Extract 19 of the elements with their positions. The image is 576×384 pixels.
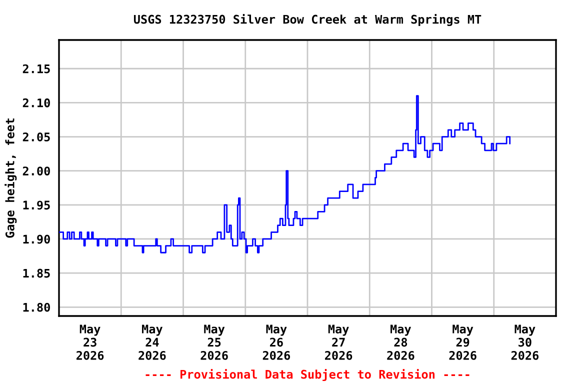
y-tick-label: 2.05 — [22, 132, 50, 142]
x-tick-label: May 23 2026 — [76, 324, 104, 360]
x-tick-label: May 24 2026 — [138, 324, 166, 360]
y-tick-label: 2.10 — [22, 98, 50, 108]
x-tick-label: May 26 2026 — [262, 324, 290, 360]
x-tick-label: May 30 2026 — [511, 324, 539, 360]
x-tick-label: May 29 2026 — [449, 324, 476, 360]
text: ---- Provisional Data Subject to Revision ---- — [146, 368, 470, 382]
y-tick-label: 1.85 — [23, 268, 50, 278]
x-tick-label: May 25 2026 — [200, 324, 228, 360]
y-tick-label: 2.00 — [22, 166, 50, 176]
x-tick-label: May 27 2026 — [325, 324, 352, 360]
chart-title: USGS 12323750 Silver Bow Creek at Warm Springs MT — [134, 14, 482, 26]
y-tick-label: 1.90 — [23, 234, 50, 244]
x-tick-label: May 28 2026 — [387, 324, 414, 360]
y-tick-label: 1.95 — [23, 200, 50, 210]
y-tick-label: 1.80 — [23, 302, 50, 312]
y-axis-title: Gage height, feet — [4, 118, 17, 238]
y-tick-label: 2.15 — [22, 64, 50, 74]
